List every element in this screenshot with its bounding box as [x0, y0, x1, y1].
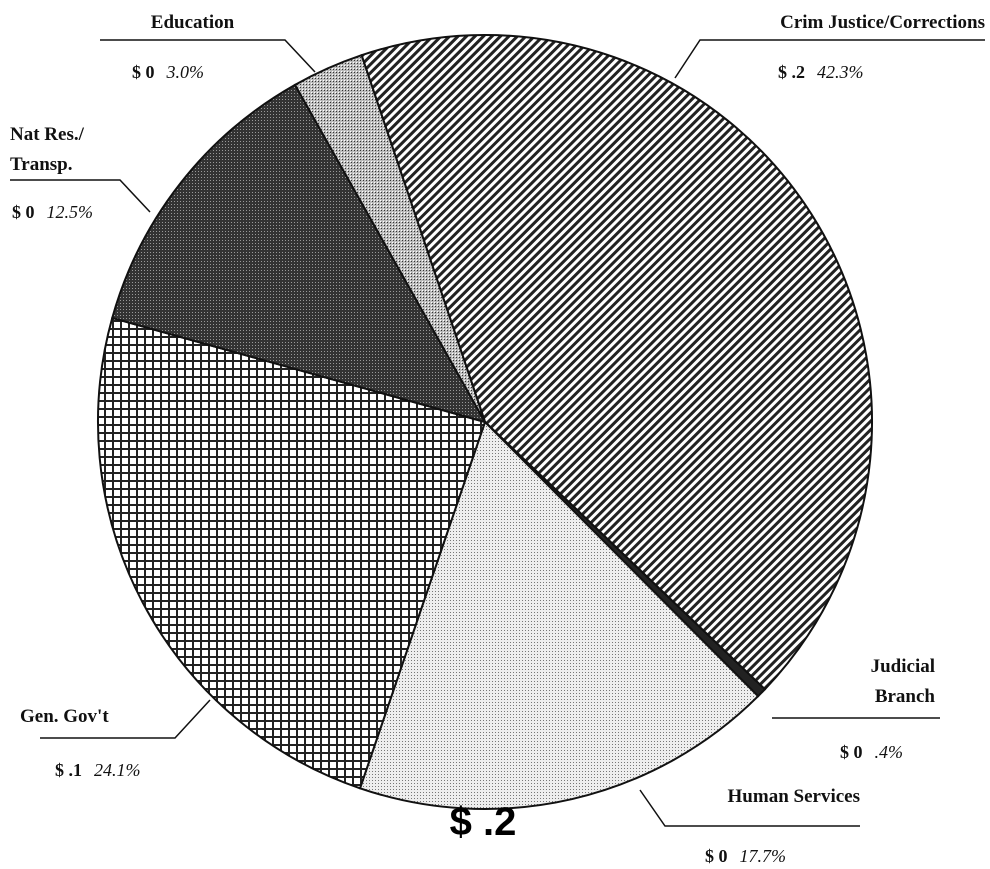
- percent-label: 3.0%: [166, 62, 205, 82]
- leader-line: [639, 789, 860, 827]
- slice-label: Nat Res./ Transp.: [10, 124, 84, 175]
- slice-amount: $ 0 17.7%: [705, 846, 786, 867]
- leader-line: [10, 179, 151, 213]
- percent-label: 24.1%: [94, 760, 141, 780]
- slice-amount: $ .1 24.1%: [55, 760, 141, 781]
- amount: $ 0: [705, 846, 728, 866]
- amount: $ 0: [840, 742, 863, 762]
- amount: $ 0: [132, 62, 155, 82]
- total-label: $ .2: [449, 800, 517, 844]
- pie-slice: [293, 53, 486, 423]
- pie-slice: [358, 420, 760, 810]
- percent-label: 42.3%: [817, 62, 864, 82]
- percent-label: .4%: [874, 742, 904, 762]
- slice-label: Gen. Gov't: [20, 706, 109, 727]
- leader-line: [100, 39, 316, 73]
- percent-label: 17.7%: [739, 846, 787, 866]
- amount: $ .2: [778, 62, 805, 82]
- pie-slice: [360, 34, 873, 691]
- pie-slice: [97, 316, 487, 790]
- slice-amount: $ 0 12.5%: [12, 202, 93, 223]
- amount: $ .1: [55, 760, 82, 780]
- slice-amount: $ .2 42.3%: [778, 62, 864, 83]
- percent-label: 12.5%: [46, 202, 94, 222]
- amount: $ 0: [12, 202, 35, 222]
- slice-amount: $ 0 .4%: [840, 742, 903, 763]
- slice-label: Human Services: [727, 786, 860, 807]
- leader-line: [674, 39, 985, 79]
- slice-amount: $ 0 3.0%: [132, 62, 204, 83]
- slice-label: Crim Justice/Corrections: [780, 12, 985, 33]
- leader-line: [40, 699, 211, 739]
- slice-label: Judicial Branch: [870, 656, 935, 707]
- slice-label: Education: [150, 12, 235, 33]
- pie-slice: [111, 83, 488, 424]
